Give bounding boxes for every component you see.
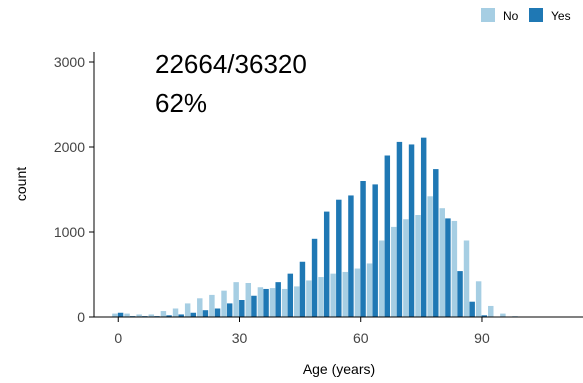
bar-yes-15 xyxy=(178,314,184,317)
bar-yes-90 xyxy=(481,315,488,317)
bar-no-12 xyxy=(160,311,167,317)
bar-yes-18 xyxy=(190,312,197,317)
bar-no-54 xyxy=(330,273,336,317)
y-tick-label-1000: 1000 xyxy=(54,224,85,240)
ratio-annotation: 22664/36320 xyxy=(155,49,307,79)
bar-yes-51 xyxy=(323,211,330,317)
bars-group xyxy=(112,137,518,317)
x-tick-label-90: 90 xyxy=(474,330,490,346)
bar-no-69 xyxy=(391,226,397,317)
bar-no-81 xyxy=(439,208,445,317)
x-tick-label-60: 60 xyxy=(353,330,369,346)
x-tick-label-0: 0 xyxy=(114,330,122,346)
bar-no-48 xyxy=(306,280,312,317)
bar-no-30 xyxy=(233,282,239,317)
bar-yes-60 xyxy=(360,181,366,317)
bar-yes-69 xyxy=(396,141,403,317)
bar-no-96 xyxy=(500,313,506,317)
y-tick-label-2000: 2000 xyxy=(54,139,85,155)
bar-no-75 xyxy=(415,215,421,317)
bar-no-78 xyxy=(427,196,433,317)
legend-label-yes: Yes xyxy=(551,9,571,23)
x-axis-label: Age (years) xyxy=(303,361,375,377)
bar-no-66 xyxy=(378,240,385,317)
bar-yes-45 xyxy=(299,261,306,317)
bar-yes-24 xyxy=(214,308,221,317)
bar-yes-54 xyxy=(336,199,342,317)
bar-yes-84 xyxy=(457,271,463,317)
bar-no-90 xyxy=(475,281,482,317)
bar-no-21 xyxy=(197,298,203,317)
bar-yes-66 xyxy=(384,155,391,317)
bar-no-3 xyxy=(124,313,130,317)
bar-no-84 xyxy=(451,220,458,317)
y-tick-label-3000: 3000 xyxy=(54,54,85,70)
bar-no-42 xyxy=(281,288,288,317)
y-axis-label: count xyxy=(13,167,29,201)
bar-yes-36 xyxy=(263,288,269,317)
bar-no-33 xyxy=(245,283,252,317)
bar-no-51 xyxy=(318,277,324,317)
bar-yes-39 xyxy=(275,282,281,317)
bar-no-9 xyxy=(148,314,155,317)
x-tick-label-30: 30 xyxy=(232,330,248,346)
y-ticks: 0 1000 2000 3000 xyxy=(54,54,94,325)
bar-no-57 xyxy=(342,271,348,317)
bar-yes-63 xyxy=(372,184,378,317)
bar-yes-48 xyxy=(311,238,318,317)
bar-no-72 xyxy=(403,219,409,317)
legend-label-no: No xyxy=(503,9,519,23)
bar-no-0 xyxy=(112,313,118,317)
bar-yes-42 xyxy=(287,273,294,317)
bar-no-60 xyxy=(354,268,361,317)
bar-no-63 xyxy=(366,263,373,317)
bar-yes-12 xyxy=(166,315,172,317)
bar-yes-57 xyxy=(348,195,354,317)
x-ticks: 0 30 60 90 xyxy=(114,317,490,346)
percent-annotation: 62% xyxy=(155,88,207,118)
bar-no-45 xyxy=(294,286,300,317)
bar-no-27 xyxy=(221,290,227,317)
bar-no-36 xyxy=(257,287,264,317)
bar-no-15 xyxy=(172,308,179,317)
bar-yes-21 xyxy=(202,310,209,317)
bar-no-39 xyxy=(269,288,276,317)
bar-yes-87 xyxy=(469,301,475,317)
bar-no-24 xyxy=(209,294,215,317)
legend-swatch-yes xyxy=(529,8,543,22)
bar-no-18 xyxy=(184,303,191,317)
bar-no-6 xyxy=(136,314,142,317)
bar-yes-0 xyxy=(117,312,124,317)
bar-yes-72 xyxy=(408,144,415,317)
bar-yes-30 xyxy=(239,300,245,317)
bar-yes-33 xyxy=(251,295,257,317)
y-tick-label-0: 0 xyxy=(77,309,85,325)
bar-yes-78 xyxy=(433,169,439,317)
bar-yes-27 xyxy=(226,303,233,317)
bar-no-87 xyxy=(463,240,470,317)
bar-yes-75 xyxy=(420,137,427,317)
legend-swatch-no xyxy=(481,8,495,22)
bar-no-93 xyxy=(488,305,494,317)
bar-yes-81 xyxy=(445,218,451,317)
legend: No Yes xyxy=(481,8,571,23)
